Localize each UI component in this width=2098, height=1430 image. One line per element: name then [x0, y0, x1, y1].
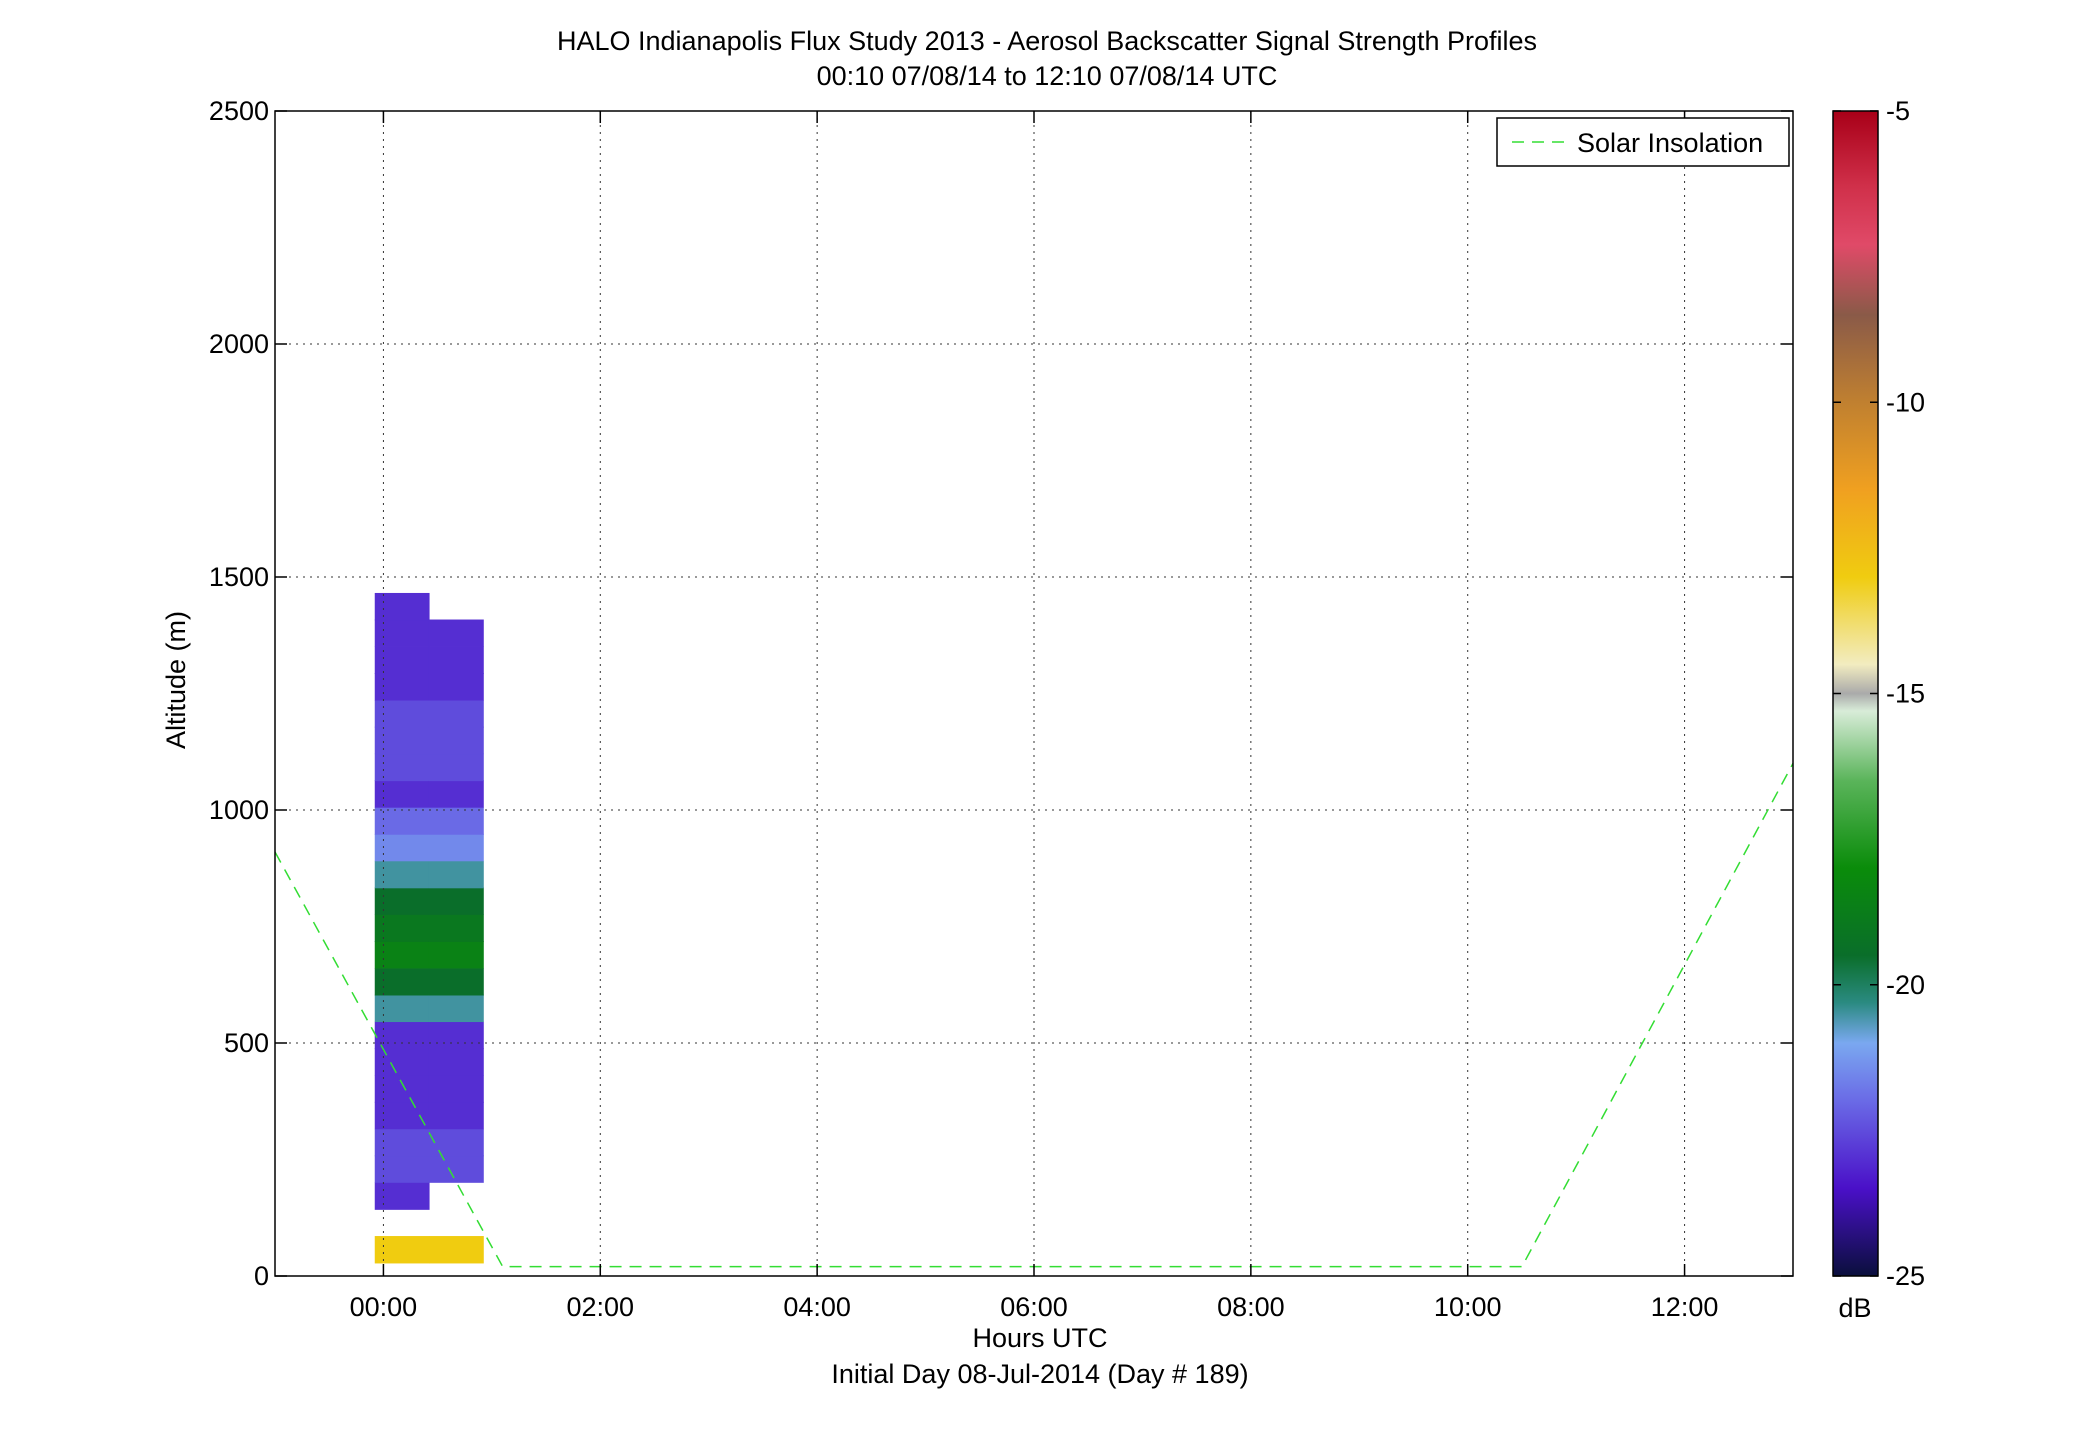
heatmap-cell: [428, 1101, 484, 1130]
chart-title: HALO Indianapolis Flux Study 2013 - Aero…: [557, 26, 1537, 56]
heatmap-cell: [428, 1155, 484, 1183]
colorbar-tick-label: -20: [1886, 970, 1925, 1000]
x-tick-label: 10:00: [1434, 1292, 1502, 1322]
heatmap-cells: [374, 592, 484, 1264]
x-tick-label: 08:00: [1217, 1292, 1285, 1322]
heatmap-cell: [428, 753, 484, 782]
heatmap-cell: [428, 1048, 484, 1076]
x-tick-label: 04:00: [783, 1292, 851, 1322]
heatmap-cell: [428, 887, 484, 915]
colorbar-unit: dB: [1838, 1293, 1871, 1323]
legend-solar-label: Solar Insolation: [1577, 128, 1763, 158]
colorbar: -5 -10 -15 -20 -25 dB: [1832, 96, 1925, 1323]
legend-box: [1496, 117, 1790, 167]
heatmap-cell: [428, 1128, 484, 1157]
y-tick-label: 1500: [209, 562, 269, 592]
heatmap-cell: [428, 994, 484, 1023]
x-tick-label: 02:00: [566, 1292, 634, 1322]
heatmap-cell: [428, 807, 484, 835]
chart-subtitle: 00:10 07/08/14 to 12:10 07/08/14 UTC: [817, 61, 1278, 91]
heatmap-cell: [428, 780, 484, 808]
heatmap-cell: [374, 619, 430, 647]
x-axis-sublabel: Initial Day 08-Jul-2014 (Day # 189): [831, 1359, 1248, 1389]
y-tick-label: 2500: [209, 96, 269, 126]
y-tick-labels: 0 500 1000 1500 2000 2500: [209, 96, 269, 1291]
x-tick-label: 06:00: [1000, 1292, 1068, 1322]
y-tick-label: 1000: [209, 795, 269, 825]
heatmap-cell: [428, 1021, 484, 1050]
heatmap-cell: [374, 1128, 430, 1157]
heatmap-cell: [428, 673, 484, 701]
colorbar-tick-label: -5: [1886, 96, 1910, 126]
colorbar-tick-label: -25: [1886, 1261, 1925, 1291]
heatmap-cell: [428, 646, 484, 674]
solar-insolation-line: [274, 763, 1794, 1268]
axes: [274, 110, 1794, 1277]
colorbar-tick-label: -15: [1886, 679, 1925, 709]
heatmap-cell: [428, 1075, 484, 1103]
heatmap-cell: [428, 833, 484, 862]
y-tick-label: 0: [254, 1261, 269, 1291]
y-axis-label: Altitude (m): [161, 611, 191, 749]
solar-insolation-polyline: [274, 763, 1794, 1268]
x-tick-labels: 00:00 02:00 04:00 06:00 08:00 10:00 12:00: [350, 1292, 1719, 1322]
legend: Solar Insolation: [1496, 117, 1790, 167]
heatmap-cell: [428, 914, 484, 942]
heatmap-cell: [428, 700, 484, 728]
colorbar-ticks: -5 -10 -15 -20 -25: [1833, 96, 1925, 1291]
heatmap-cell: [428, 726, 484, 755]
heatmap-cell: [428, 968, 484, 996]
x-tick-label: 00:00: [350, 1292, 418, 1322]
x-tick-label: 12:00: [1651, 1292, 1719, 1322]
colorbar-tick-label: -10: [1886, 387, 1925, 417]
heatmap-cell: [374, 1236, 430, 1264]
y-tick-label: 500: [224, 1028, 269, 1058]
x-axis-label: Hours UTC: [972, 1323, 1107, 1353]
heatmap-cell: [428, 941, 484, 969]
heatmap-cell: [428, 860, 484, 889]
heatmap-cell: [428, 1236, 484, 1264]
y-tick-label: 2000: [209, 329, 269, 359]
heatmap-cell: [428, 619, 484, 647]
